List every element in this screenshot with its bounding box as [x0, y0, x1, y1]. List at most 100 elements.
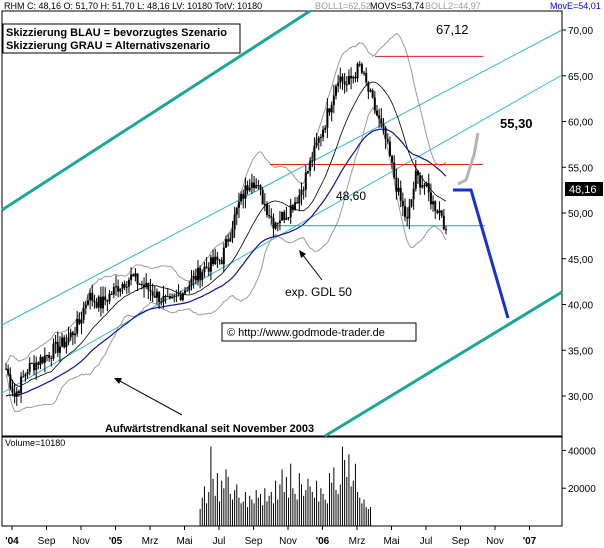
candle-body — [337, 82, 340, 87]
x-tick-label: '05 — [109, 536, 123, 547]
candle-body — [391, 156, 394, 163]
legend-grey-text: Skizzierung GRAU = Alternativszenario — [6, 40, 210, 52]
candle-body — [425, 182, 428, 187]
candle-body — [20, 376, 23, 394]
x-tick-label: '06 — [316, 536, 330, 547]
candle-body — [91, 292, 94, 301]
gdl-label: exp. GDL 50 — [285, 285, 352, 299]
x-tick-label: Sep — [452, 536, 470, 547]
arrow-channel — [114, 378, 183, 416]
volume-label: Volume=10180 — [5, 438, 65, 448]
candle-body — [343, 81, 346, 85]
y-axis: 30,00 35,00 40,00 45,00 50,00 55,00 60,00 65,00… — [562, 26, 593, 403]
candle-body — [240, 193, 243, 202]
scenario-blue-path — [453, 188, 510, 319]
candle-body — [265, 203, 268, 215]
candle-body — [15, 391, 18, 397]
bollinger-lower — [5, 107, 447, 413]
candle-body — [438, 210, 441, 213]
candle-body — [5, 368, 7, 370]
candle-body — [237, 201, 240, 208]
candle-body — [352, 76, 355, 79]
candle-body — [442, 215, 445, 230]
candle-body — [121, 283, 124, 289]
x-tick-label: Jul — [213, 536, 226, 547]
candle-body — [173, 296, 176, 298]
candle-body — [212, 257, 215, 264]
candle-body — [419, 175, 422, 188]
candle-body — [261, 189, 264, 205]
candle-body — [186, 290, 189, 292]
candle-body — [401, 200, 404, 207]
candle-body — [432, 201, 435, 205]
copyright-text: © http://www.godmode-trader.de — [227, 327, 385, 339]
price-panel-frame — [1, 10, 563, 437]
candle-body — [378, 115, 381, 119]
legend-blue-text: Skizzierung BLAU = bevorzugtes Szenario — [6, 27, 227, 39]
x-tick-label: Mai — [383, 536, 399, 547]
candle-body — [11, 387, 14, 393]
header-boll1: BOLL1=62,52 — [315, 1, 371, 11]
candle-body — [324, 127, 327, 130]
level-label-low: 48,60 — [336, 189, 366, 203]
candle-body — [330, 104, 333, 113]
candle-body — [162, 296, 165, 302]
candle-body — [28, 362, 31, 372]
candle-body — [214, 256, 217, 264]
candle-body — [313, 145, 316, 161]
candle-body — [227, 239, 230, 242]
candle-body — [69, 332, 72, 338]
volume-bars — [199, 446, 372, 526]
candle-body — [97, 296, 100, 308]
candle-body — [201, 272, 204, 280]
candle-body — [220, 260, 223, 265]
channel-inner-upper — [1, 29, 563, 326]
candle-body — [304, 172, 307, 190]
candle-body — [311, 160, 314, 162]
candle-body — [319, 137, 322, 139]
candle-body — [50, 358, 53, 360]
candle-body — [192, 275, 195, 279]
candle-body — [76, 318, 79, 334]
candle-body — [347, 75, 350, 85]
candle-body — [216, 256, 219, 260]
candle-body — [246, 185, 249, 191]
candle-body — [434, 201, 437, 211]
candle-body — [104, 296, 107, 301]
candle-body — [45, 355, 48, 357]
candle-body — [17, 391, 20, 394]
candle-body — [250, 182, 253, 188]
candle-body — [360, 64, 363, 73]
candle-body — [99, 296, 102, 309]
ema-50-line — [5, 128, 447, 397]
candle-body — [26, 371, 29, 375]
candle-body — [125, 286, 128, 288]
candle-body — [93, 300, 96, 303]
candle-body — [130, 274, 133, 280]
candle-body — [149, 289, 152, 292]
candle-body — [184, 290, 187, 294]
candle-body — [24, 374, 27, 377]
candle-body — [335, 86, 337, 96]
candle-body — [175, 295, 178, 297]
candle-body — [339, 76, 342, 83]
candle-body — [298, 195, 301, 204]
candle-body — [268, 214, 271, 217]
channel-upper-line — [1, 9, 311, 212]
candle-body — [393, 162, 396, 178]
candle-body — [196, 268, 199, 281]
candle-body — [414, 170, 417, 189]
candle-body — [143, 284, 146, 288]
candle-body — [48, 355, 51, 359]
candle-body — [158, 291, 161, 303]
candle-body — [82, 308, 85, 320]
x-tick-label: Mrz — [349, 536, 366, 547]
candle-body — [37, 362, 40, 365]
legend-box — [2, 23, 241, 54]
candle-body — [369, 90, 372, 92]
candle-body — [22, 376, 25, 378]
candle-body — [328, 108, 331, 113]
candle-body — [7, 368, 10, 375]
candle-body — [281, 211, 284, 221]
last-price-badge — [565, 182, 603, 196]
